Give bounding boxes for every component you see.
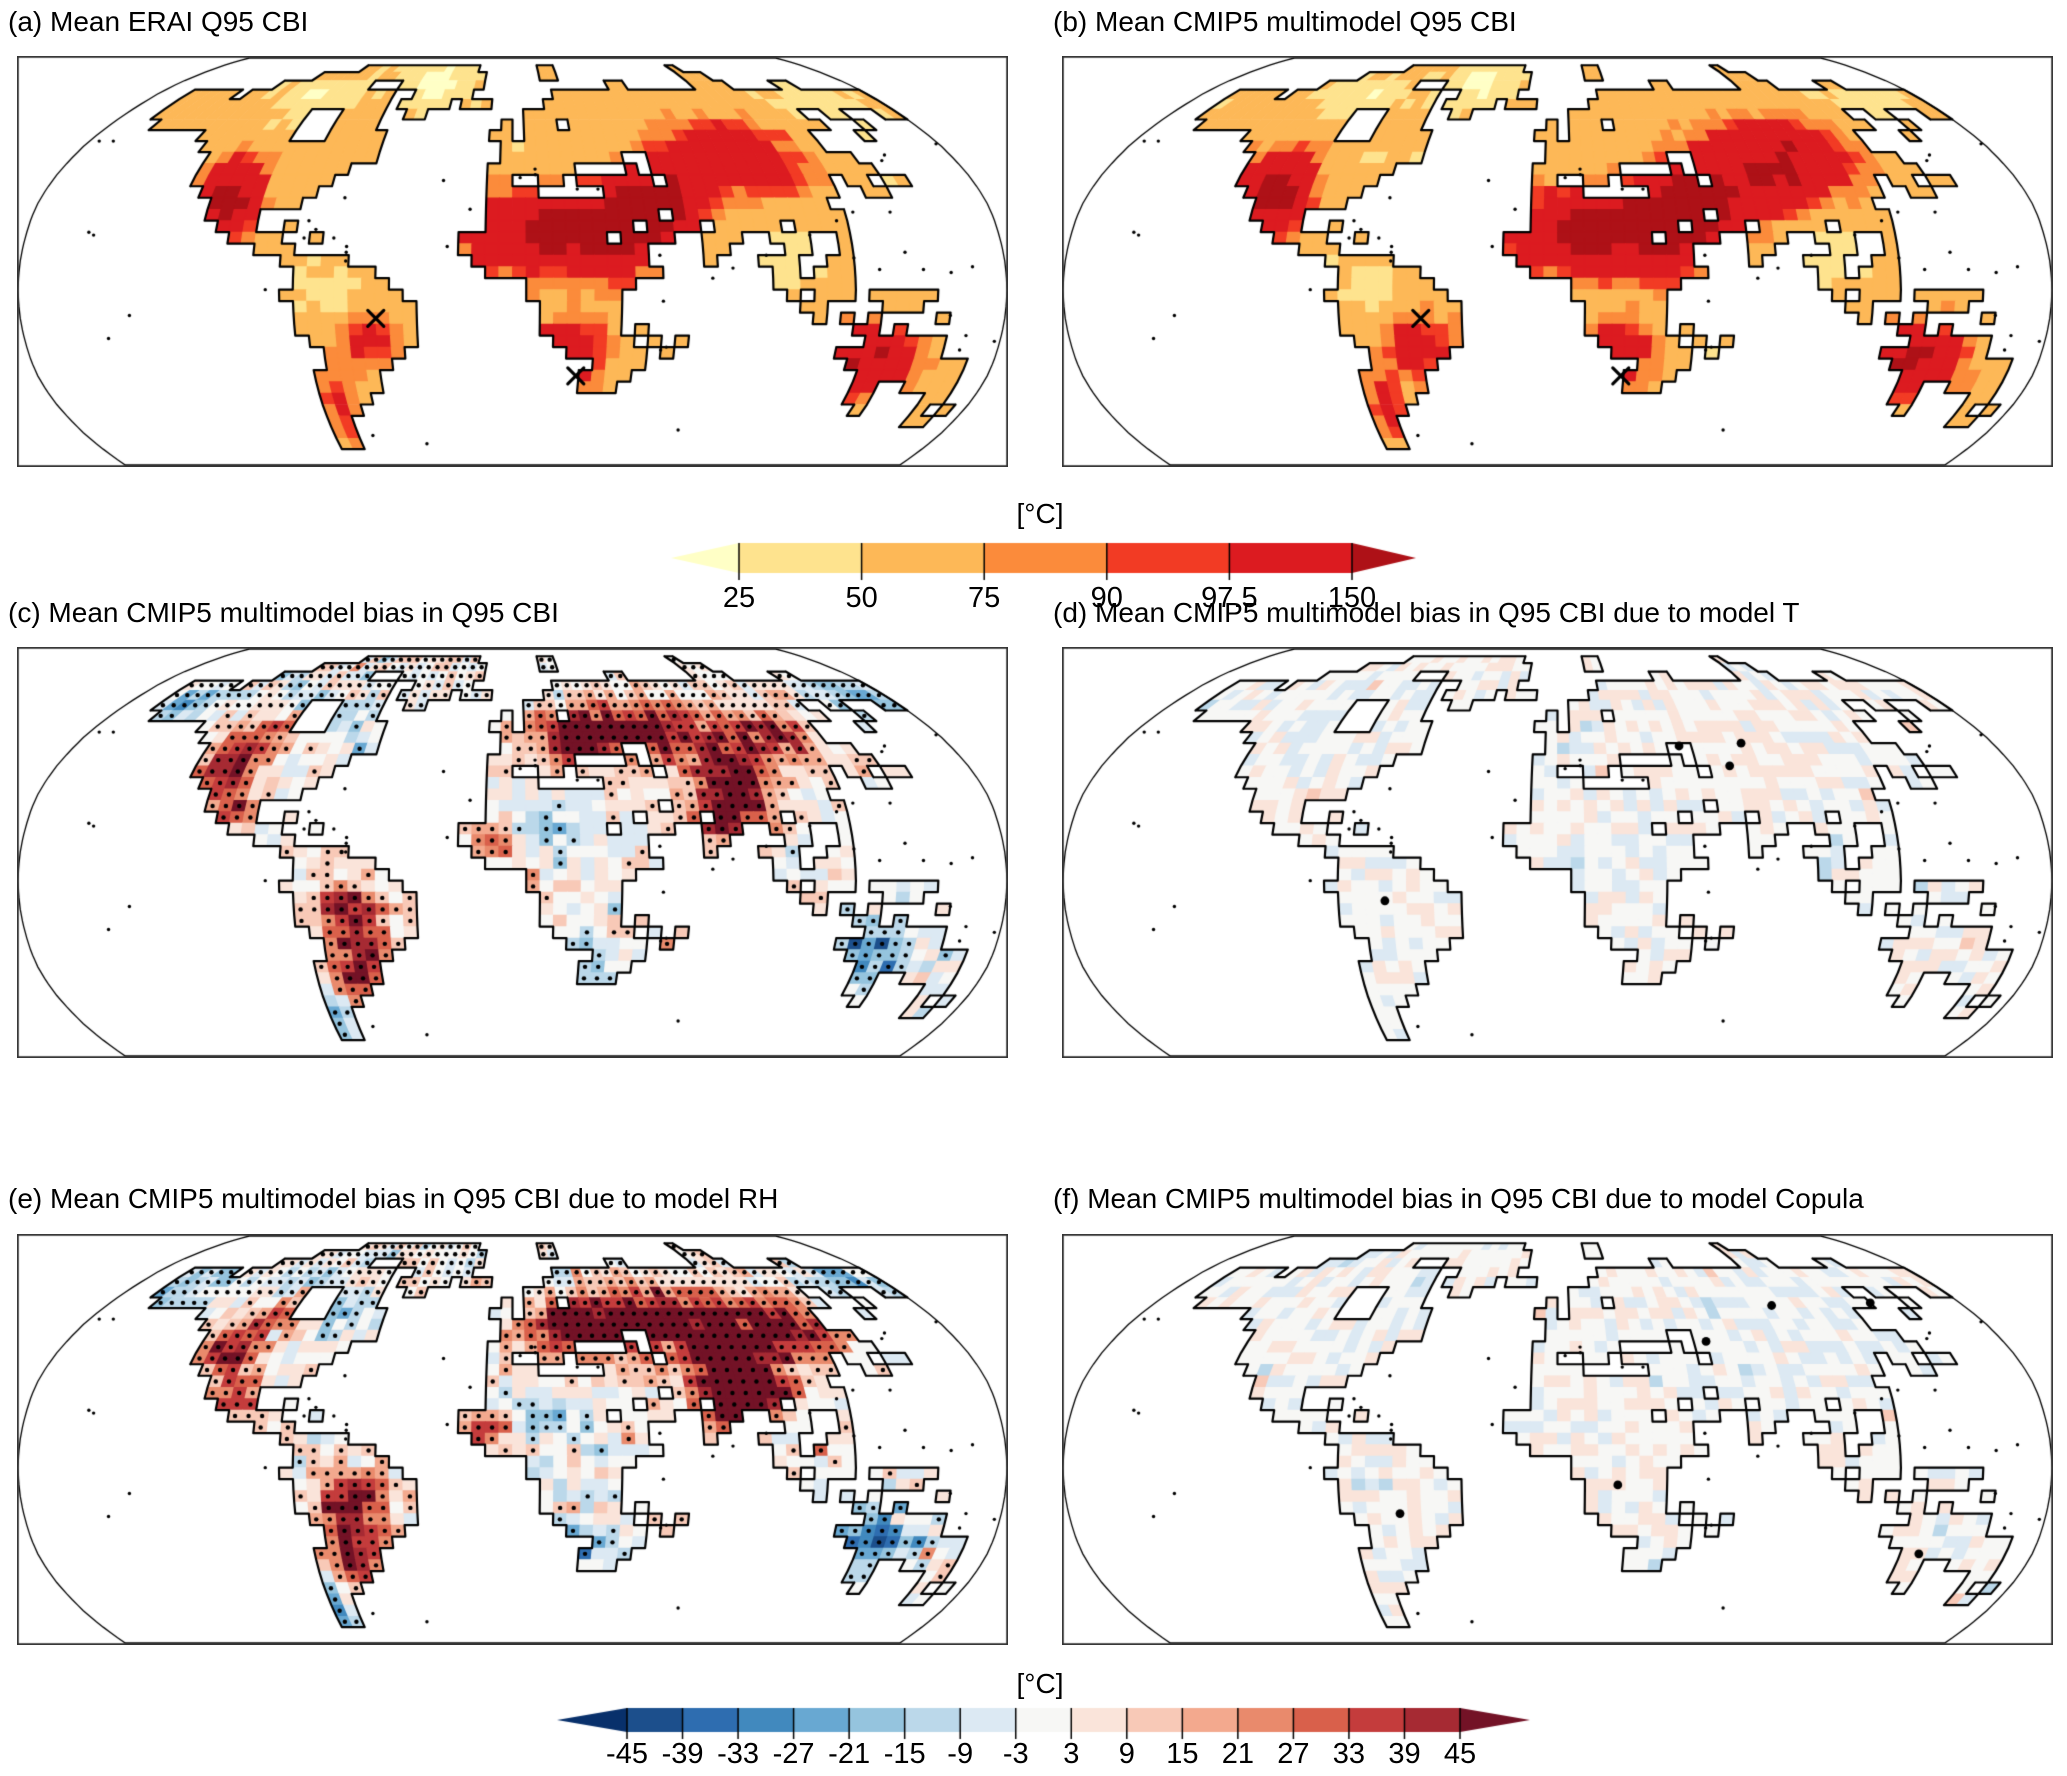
colorbar-tick-label: -27 <box>772 1738 815 1770</box>
colorbar-tick-label: -33 <box>717 1738 760 1770</box>
colorbar-bottom <box>540 1706 1540 1740</box>
colorbar-tick-label: -45 <box>606 1738 648 1770</box>
colorbar-tick-label: 75 <box>968 582 1001 614</box>
colorbar-top-tick-labels: 25 50 75 90 97.5 150 <box>540 582 1540 618</box>
colorbar-tick-label: 33 <box>1332 1738 1366 1770</box>
colorbar-tick-label: 97.5 <box>1201 582 1258 614</box>
colorbar-tick-label: -39 <box>661 1738 704 1770</box>
map-panel-c <box>17 647 1008 1058</box>
colorbar-bottom-tick-labels: -45 -39 -33 -27 -21 -15 -9 -3 3 9 15 21 27 33 39 45 <box>540 1738 1540 1774</box>
panel-c-title: (c) Mean CMIP5 multimodel bias in Q95 CB… <box>8 597 559 628</box>
colorbar-tick-label: -21 <box>828 1738 871 1770</box>
map-panel-a <box>17 56 1008 467</box>
panel-f-title: (f) Mean CMIP5 multimodel bias in Q95 CB… <box>1053 1183 1864 1214</box>
colorbar-tick-label: 3 <box>1063 1738 1080 1770</box>
colorbar-tick-label: 45 <box>1443 1738 1477 1770</box>
colorbar-top <box>540 538 1540 584</box>
map-panel-f <box>1062 1234 2053 1645</box>
colorbar-tick-label: -9 <box>947 1738 974 1770</box>
panel-d-title: (d) Mean CMIP5 multimodel bias in Q95 CB… <box>1053 597 1800 628</box>
colorbar-tick-label: 50 <box>845 582 878 614</box>
panel-b-title: (b) Mean CMIP5 multimodel Q95 CBI <box>1053 6 1517 37</box>
colorbar-top-unit-label: [°C] <box>1016 498 1064 529</box>
colorbar-tick-label: 25 <box>722 582 756 614</box>
colorbar-tick-label: 39 <box>1388 1738 1421 1770</box>
map-panel-b <box>1062 56 2053 467</box>
colorbar-tick-label: 150 <box>1327 582 1377 614</box>
colorbar-tick-label: 27 <box>1277 1738 1310 1770</box>
colorbar-tick-label: 15 <box>1166 1738 1199 1770</box>
colorbar-tick-label: 90 <box>1090 582 1123 614</box>
map-panel-d <box>1062 647 2053 1058</box>
panel-a-title: (a) Mean ERAI Q95 CBI <box>8 6 309 37</box>
colorbar-tick-label: -15 <box>883 1738 926 1770</box>
colorbar-tick-label: 9 <box>1118 1738 1135 1770</box>
map-panel-e <box>17 1234 1008 1645</box>
colorbar-tick-label: 21 <box>1221 1738 1254 1770</box>
colorbar-tick-label: -3 <box>1002 1738 1029 1770</box>
colorbar-bottom-unit-label: [°C] <box>1016 1668 1064 1699</box>
panel-e-title: (e) Mean CMIP5 multimodel bias in Q95 CB… <box>8 1183 779 1214</box>
